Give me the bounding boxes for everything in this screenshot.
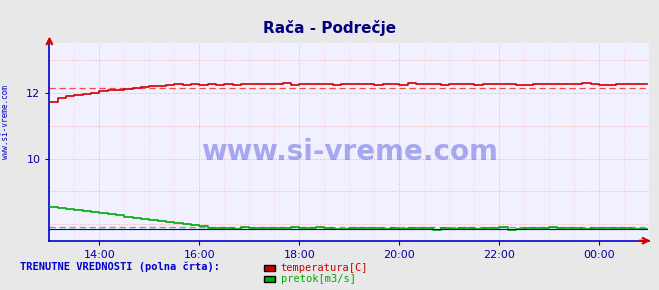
- Text: pretok[m3/s]: pretok[m3/s]: [281, 274, 356, 284]
- Text: www.si-vreme.com: www.si-vreme.com: [1, 85, 10, 159]
- Text: temperatura[C]: temperatura[C]: [281, 263, 368, 273]
- Text: www.si-vreme.com: www.si-vreme.com: [201, 138, 498, 166]
- Text: TRENUTNE VREDNOSTI (polna črta):: TRENUTNE VREDNOSTI (polna črta):: [20, 261, 219, 271]
- Text: Rača - Podrečje: Rača - Podrečje: [263, 20, 396, 36]
